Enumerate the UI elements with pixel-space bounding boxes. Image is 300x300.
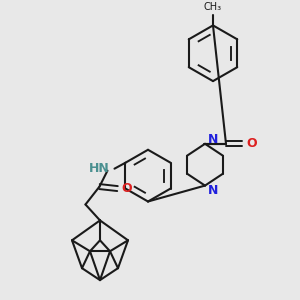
Text: O: O bbox=[122, 182, 132, 195]
Text: N: N bbox=[208, 184, 218, 197]
Text: HN: HN bbox=[89, 162, 110, 175]
Text: O: O bbox=[246, 137, 256, 150]
Text: CH₃: CH₃ bbox=[204, 2, 222, 13]
Text: N: N bbox=[208, 133, 218, 146]
